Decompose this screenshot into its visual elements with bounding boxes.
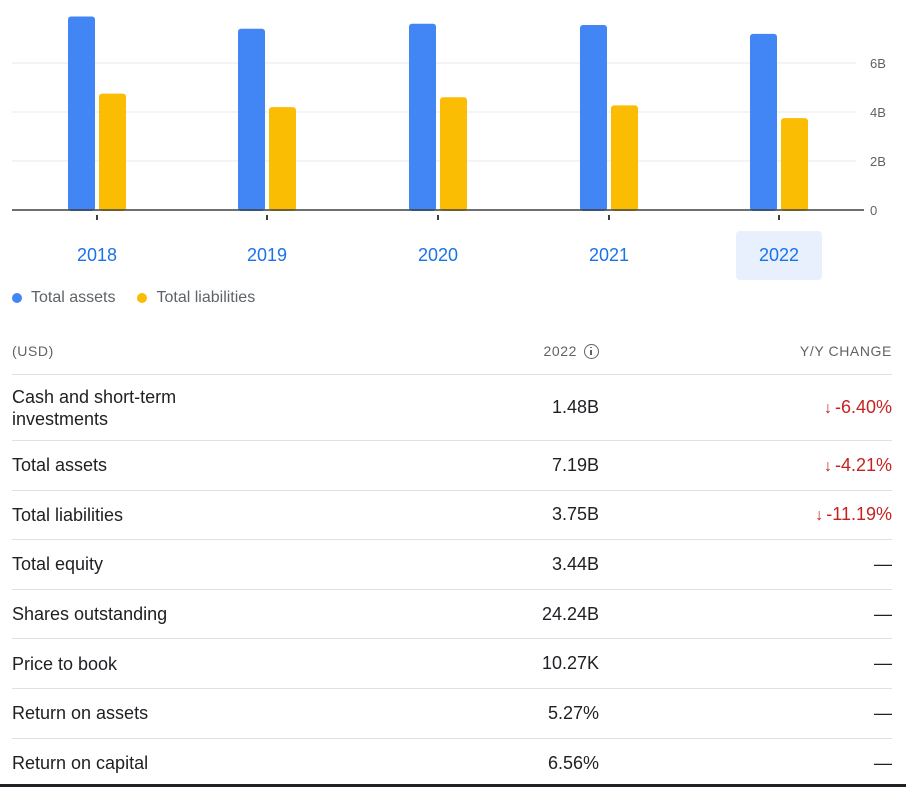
bar-total-liabilities-2020[interactable] — [440, 97, 467, 211]
year-selector: 2018 2019 2020 2021 2022 — [0, 231, 906, 281]
info-icon[interactable] — [584, 343, 599, 359]
row-change: ↓ -4.21% — [599, 455, 892, 476]
table-row: Cash and short-term investments 1.48B ↓ -6.… — [12, 375, 892, 441]
row-label-cell: Price to book — [12, 653, 432, 675]
row-label-cell: Total liabilities — [12, 504, 432, 526]
currency-header: (USD) — [12, 343, 54, 359]
bar-total-assets-2020[interactable] — [409, 23, 436, 211]
bar-total-assets-2019[interactable] — [238, 28, 265, 212]
change-down: ↓ -6.40% — [824, 397, 892, 417]
table-row: Return on assets 5.27% — — [12, 689, 892, 739]
bottom-border — [0, 784, 906, 787]
balance-sheet-table: (USD) 2022 Y/Y CHANGE Cash and short-ter… — [12, 328, 892, 787]
change-value: -4.21% — [834, 454, 892, 475]
change-value: — — [874, 603, 892, 624]
bar-total-assets-2022[interactable] — [750, 33, 777, 211]
row-change: — — [599, 554, 892, 575]
legend-dot-total-assets — [12, 293, 22, 303]
row-change: — — [599, 703, 892, 724]
row-label-cell: Return on capital — [12, 752, 432, 774]
arrow-down-icon: ↓ — [823, 457, 832, 475]
bar-total-liabilities-2022[interactable] — [781, 118, 808, 211]
row-label-cell: Shares outstanding — [12, 603, 432, 625]
legend-item-total-assets: Total assets — [12, 289, 115, 307]
change-value: -11.19% — [826, 504, 892, 525]
year-button-2020[interactable]: 2020 — [417, 245, 459, 265]
row-change: — — [599, 753, 892, 774]
y-tick-label: 0 — [870, 203, 877, 218]
year-button-2022[interactable]: 2022 — [736, 231, 822, 280]
period-header: 2022 — [432, 343, 599, 359]
table-row: Total liabilities 3.75B ↓ -11.19% — [12, 491, 892, 541]
x-axis — [12, 209, 864, 220]
row-label-cell: Return on assets — [12, 702, 432, 724]
row-value: 24.24B — [541, 603, 599, 624]
table-header: (USD) 2022 Y/Y CHANGE — [12, 328, 892, 375]
row-value: 3.44B — [551, 553, 599, 574]
y-tick-label: 4B — [870, 105, 886, 120]
bar-total-liabilities-2021[interactable] — [611, 105, 638, 211]
row-label: Return on assets — [12, 703, 149, 724]
row-label: Total assets — [12, 455, 108, 476]
y-axis-ticks: 0 2B 4B 6B — [870, 56, 886, 218]
legend-dot-total-liabilities — [137, 293, 148, 303]
legend-label-total-liabilities: Total liabilities — [156, 289, 256, 306]
row-label: Total liabilities — [12, 504, 124, 525]
row-label: Cash and short-term investments — [12, 386, 177, 429]
y-tick-label: 2B — [870, 154, 886, 169]
bar-total-liabilities-2018[interactable] — [99, 93, 126, 211]
change-header: Y/Y CHANGE — [799, 343, 892, 359]
change-down: ↓ -4.21% — [824, 455, 892, 475]
year-button-2019[interactable]: 2019 — [246, 245, 288, 265]
change-value: — — [874, 752, 892, 773]
row-label-cell: Total assets — [12, 454, 432, 476]
period-header-label: 2022 — [543, 343, 577, 359]
table-row: Total equity 3.44B — — [12, 540, 892, 590]
arrow-down-icon: ↓ — [815, 507, 824, 525]
row-change: — — [599, 604, 892, 625]
row-value: 3.75B — [551, 504, 599, 525]
table-row: Price to book 10.27K — — [12, 639, 892, 689]
change-value: — — [874, 553, 892, 574]
bar-total-assets-2018[interactable] — [68, 16, 95, 212]
change-value: -6.40% — [834, 397, 892, 417]
row-change: — — [599, 653, 892, 674]
year-button-2021[interactable]: 2021 — [588, 245, 630, 265]
row-value: 7.19B — [551, 454, 599, 475]
row-label-cell: Total equity — [12, 553, 432, 575]
table-row: Total assets 7.19B ↓ -4.21% — [12, 441, 892, 491]
change-value: — — [874, 702, 892, 723]
row-value: 6.56% — [547, 752, 599, 773]
row-label-cell: Cash and short-term investments — [12, 386, 432, 430]
table-row: Return on capital 6.56% — — [12, 739, 892, 787]
change-down: ↓ -11.19% — [815, 504, 892, 524]
row-label: Total equity — [12, 554, 104, 575]
change-value: — — [874, 653, 892, 674]
row-value: 5.27% — [547, 702, 599, 723]
row-change: ↓ -6.40% — [599, 397, 892, 418]
legend-label-total-assets: Total assets — [31, 289, 116, 306]
year-button-2018[interactable]: 2018 — [76, 245, 118, 265]
legend-item-total-liabilities: Total liabilities — [137, 289, 255, 307]
arrow-down-icon: ↓ — [823, 400, 832, 417]
row-value: 10.27K — [541, 653, 599, 674]
chart-legend: Total assets Total liabilities — [12, 289, 277, 307]
bar-total-liabilities-2019[interactable] — [269, 107, 296, 211]
y-tick-label: 6B — [870, 56, 886, 71]
bars — [68, 16, 808, 212]
table-body: Cash and short-term investments 1.48B ↓ -6.… — [12, 375, 892, 787]
row-change: ↓ -11.19% — [599, 504, 892, 525]
row-value: 1.48B — [551, 397, 599, 417]
bar-total-assets-2021[interactable] — [580, 25, 607, 212]
row-label: Price to book — [12, 653, 118, 674]
row-label: Shares outstanding — [12, 604, 168, 625]
row-label: Return on capital — [12, 753, 149, 774]
table-row: Shares outstanding 24.24B — — [12, 590, 892, 640]
balance-sheet-chart: 0 2B 4B 6B — [12, 16, 886, 220]
